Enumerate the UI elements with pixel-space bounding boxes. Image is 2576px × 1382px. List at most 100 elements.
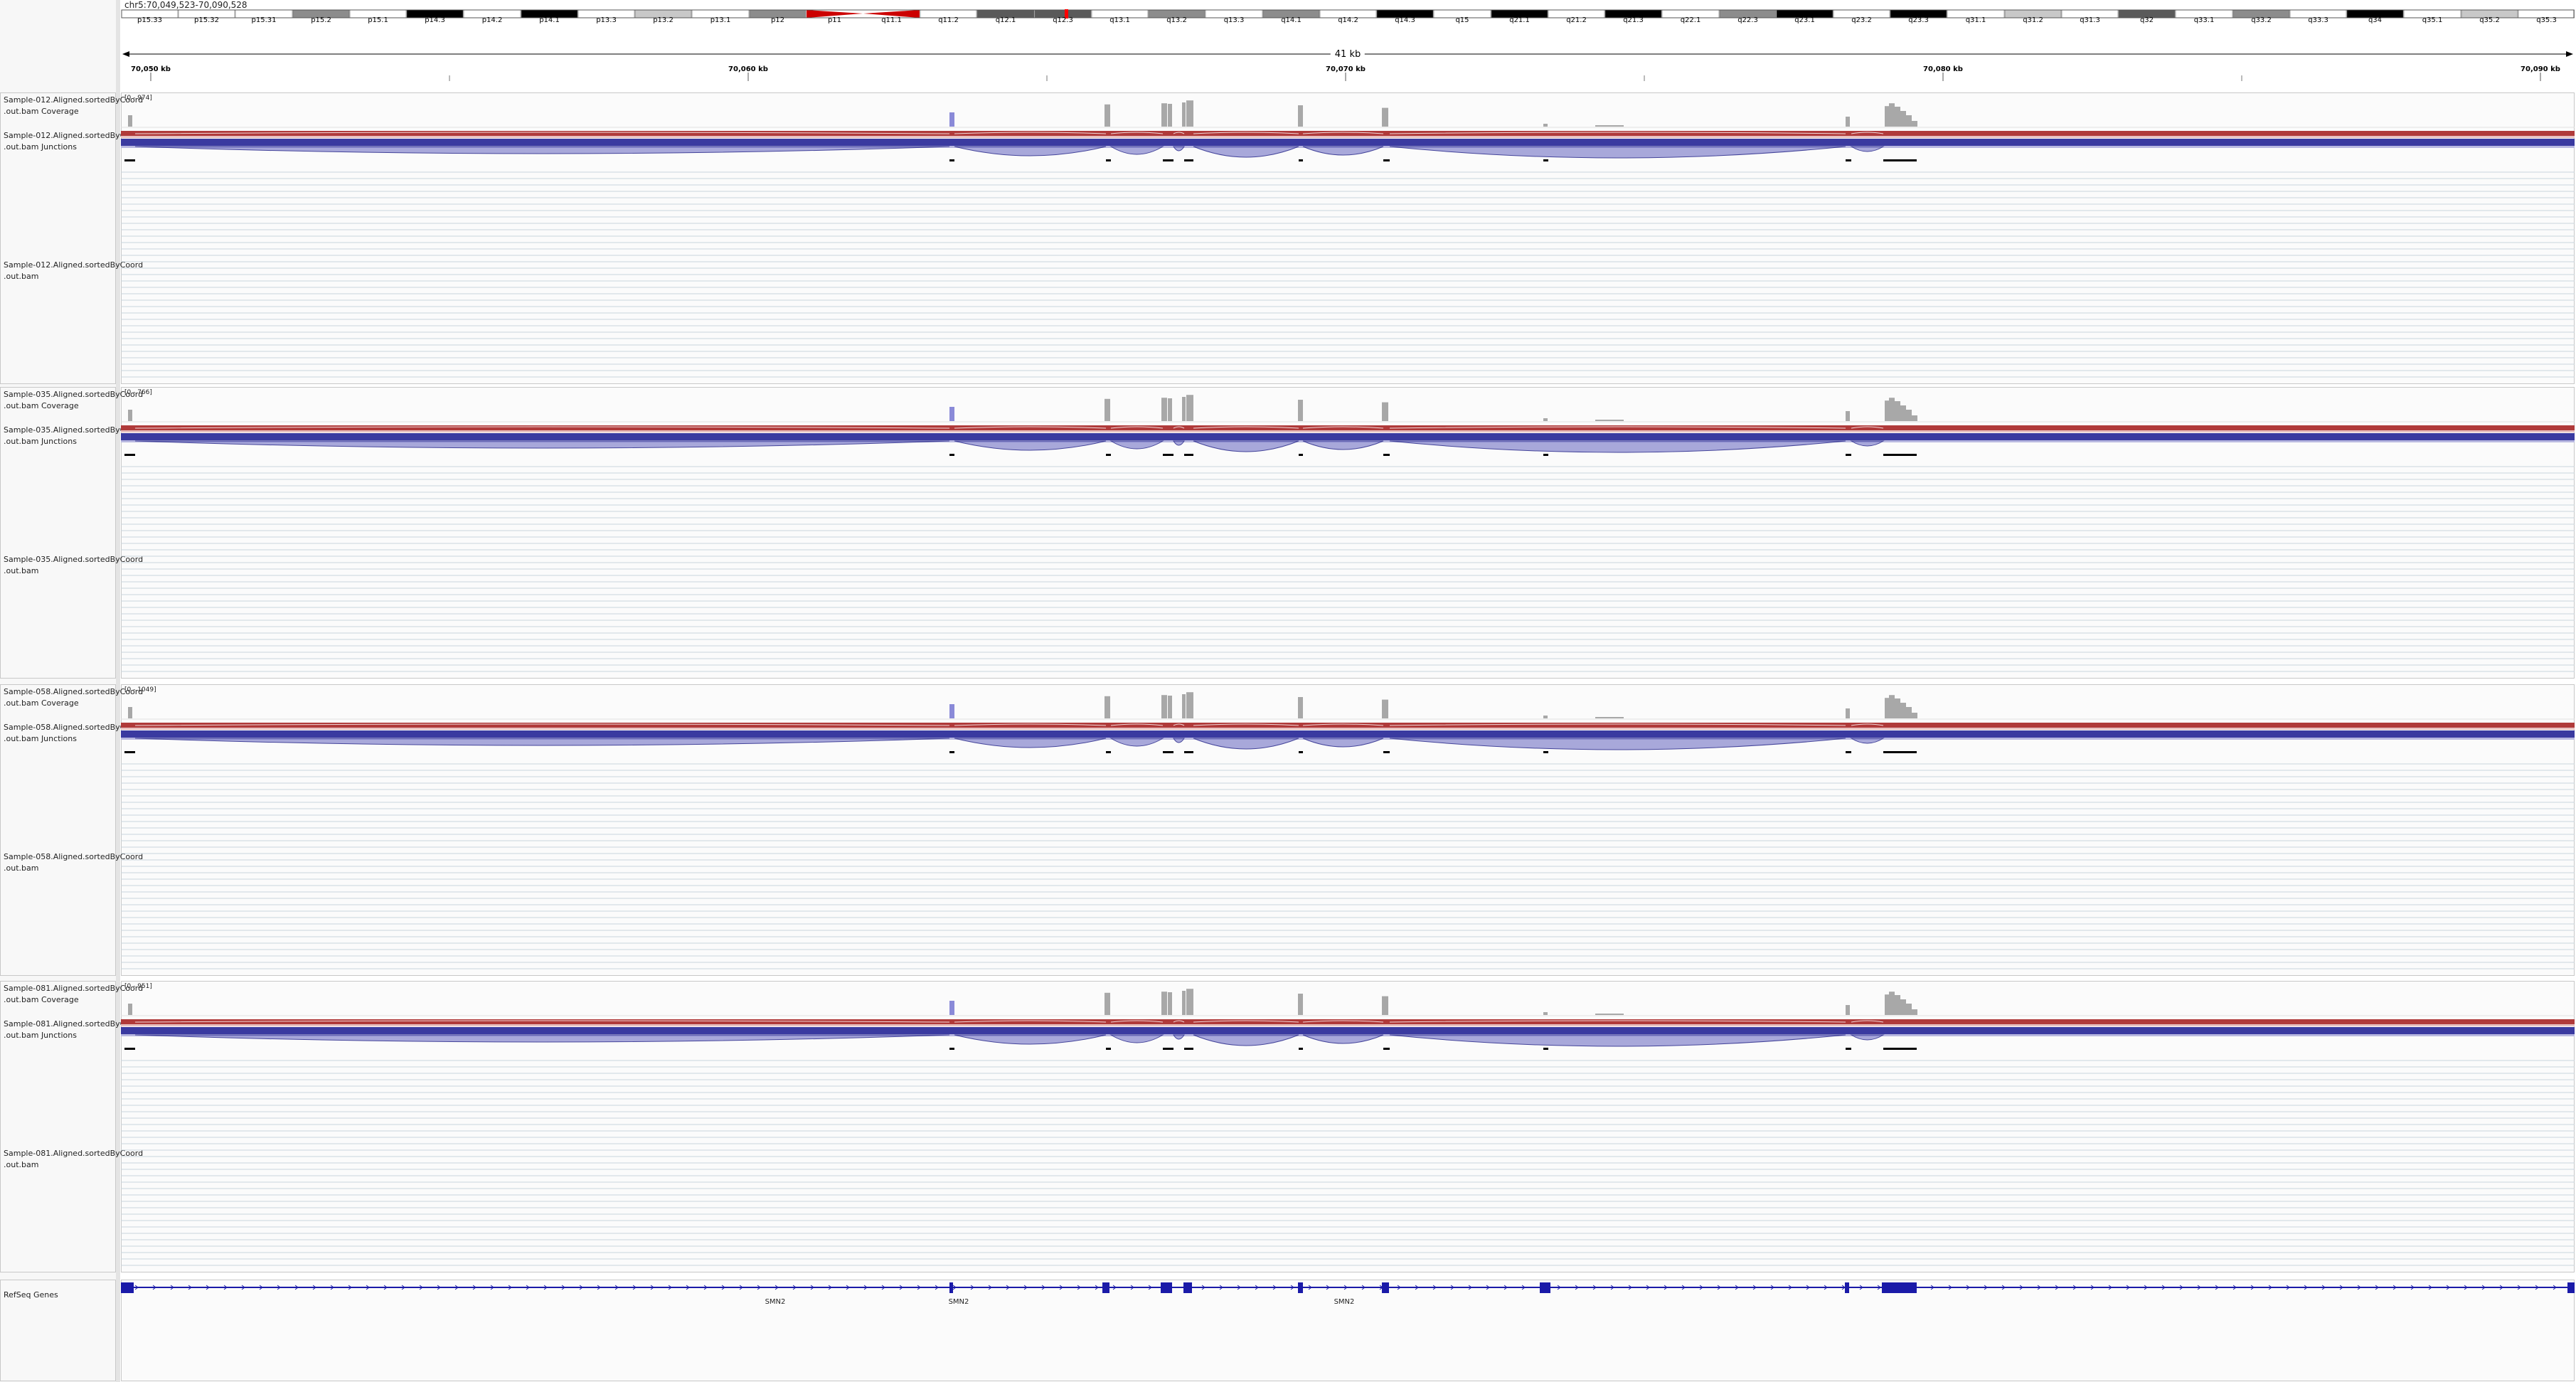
ideogram-band-label: q13.1: [1109, 16, 1130, 24]
strand-arrow: [348, 1285, 352, 1290]
coverage-track[interactable]: [121, 686, 2575, 720]
strand-arrow: [2179, 1285, 2183, 1290]
junction-arc-plus: [1193, 1020, 1299, 1023]
coverage-bar: [1543, 1012, 1548, 1015]
strand-arrow: [1610, 1285, 1614, 1290]
strand-arrow: [152, 1285, 156, 1290]
junction-arc: [1850, 738, 1885, 744]
coverage-track-name: Sample-058.Aligned.sortedByCoord .out.ba…: [4, 687, 144, 708]
junction-feature: [1299, 159, 1303, 161]
ideogram-band-label: q12.3: [1053, 16, 1073, 24]
alignment-track[interactable]: [121, 761, 2575, 974]
ideogram-band-label: q12.1: [995, 16, 1016, 24]
junction-plus-band-edge: [121, 430, 2575, 432]
junction-arc: [1850, 146, 1885, 152]
strand-arrow: [2108, 1285, 2112, 1290]
strand-arrow: [1930, 1285, 1934, 1290]
strand-arrow: [952, 1285, 957, 1290]
coverage-bar: [1889, 992, 1895, 1015]
strand-arrow: [330, 1285, 334, 1290]
coverage-range-label: [0 - 766]: [124, 389, 152, 396]
junction-track-name: Sample-035.Aligned.sortedByCoord .out.ba…: [4, 425, 144, 446]
coverage-bar: [1543, 124, 1548, 127]
strand-arrow: [970, 1285, 974, 1290]
junction-arc: [1109, 146, 1164, 155]
alignment-track[interactable]: [121, 1058, 2575, 1271]
coverage-bar: [1846, 117, 1850, 127]
junction-arc: [1109, 738, 1164, 747]
strand-arrow: [259, 1285, 263, 1290]
junction-arc-plus: [1193, 426, 1299, 429]
strand-arrow: [1557, 1285, 1561, 1290]
strand-arrow: [1592, 1285, 1597, 1290]
junction-feature: [1846, 751, 1851, 753]
name-panel-divider[interactable]: [116, 0, 120, 1382]
strand-arrow: [2037, 1285, 2041, 1290]
junction-plus-band: [121, 425, 2575, 430]
junction-feature: [1543, 1048, 1548, 1050]
chromosome-ideogram[interactable]: [121, 9, 2575, 29]
gene-label: SMN2: [948, 1298, 969, 1306]
strand-arrow: [206, 1285, 210, 1290]
ruler-tick-label: 70,080 kb: [1923, 65, 1963, 73]
coverage-bar: [1895, 401, 1900, 421]
coverage-bar: [1889, 103, 1895, 127]
strand-arrow: [1112, 1285, 1117, 1290]
junction-track[interactable]: [121, 129, 2575, 174]
coverage-track[interactable]: [121, 982, 2575, 1016]
strand-arrow: [2144, 1285, 2148, 1290]
coverage-bar: [1889, 695, 1895, 718]
ideogram-band-label: q31.3: [2080, 16, 2100, 24]
junction-track[interactable]: [121, 721, 2575, 765]
coverage-bar: [1182, 991, 1186, 1015]
strand-arrow: [579, 1285, 583, 1290]
ideogram-band-label: p15.1: [368, 16, 388, 24]
junction-arc: [1193, 146, 1299, 158]
junction-feature: [1543, 751, 1548, 753]
ruler-tick-label: 70,090 kb: [2521, 65, 2560, 73]
strand-arrow: [1575, 1285, 1579, 1290]
alignment-track[interactable]: [121, 169, 2575, 383]
junction-arc-plus: [1389, 426, 1846, 429]
junction-feature: [1846, 454, 1851, 456]
junction-track[interactable]: [121, 1018, 2575, 1062]
strand-arrow: [1788, 1285, 1792, 1290]
strand-arrow: [1717, 1285, 1721, 1290]
ideogram-band-label: p12: [770, 16, 785, 24]
junction-arc: [1389, 738, 1846, 750]
junction-arc: [1389, 146, 1846, 159]
strand-arrow: [1023, 1285, 1028, 1290]
gene-exon: [1298, 1282, 1303, 1293]
gene-track-name: RefSeq Genes: [4, 1290, 58, 1299]
alignment-track[interactable]: [121, 464, 2575, 677]
coverage-bar: [1906, 1004, 1912, 1015]
strand-arrow: [1486, 1285, 1490, 1290]
coverage-bar: [1885, 106, 1889, 127]
strand-arrow: [775, 1285, 779, 1290]
coverage-bar: [1885, 698, 1889, 718]
strand-arrow: [2268, 1285, 2272, 1290]
coverage-range-label: [0 - 1049]: [124, 686, 156, 693]
strand-arrow: [2535, 1285, 2539, 1290]
junction-arc: [1173, 738, 1185, 743]
strand-arrow: [1752, 1285, 1757, 1290]
strand-arrow: [1326, 1285, 1330, 1290]
junction-arc: [1302, 738, 1384, 748]
junction-arc: [1302, 1034, 1384, 1044]
junction-arc-plus: [1173, 132, 1185, 134]
junction-arc: [954, 440, 1107, 451]
coverage-track[interactable]: [121, 94, 2575, 128]
strand-arrow: [1966, 1285, 1970, 1290]
coverage-bar: [1105, 992, 1110, 1015]
strand-arrow: [2357, 1285, 2361, 1290]
coverage-bar: [1895, 698, 1900, 718]
strand-arrow: [2553, 1285, 2557, 1290]
ideogram-band-label: p15.31: [251, 16, 277, 24]
coverage-bar: [1595, 125, 1624, 127]
coverage-track[interactable]: [121, 388, 2575, 422]
strand-arrow: [1628, 1285, 1632, 1290]
junction-track[interactable]: [121, 424, 2575, 468]
gene-model-track[interactable]: [121, 1280, 2575, 1322]
coverage-bar: [1895, 995, 1900, 1015]
junction-arc-plus: [1110, 426, 1164, 429]
